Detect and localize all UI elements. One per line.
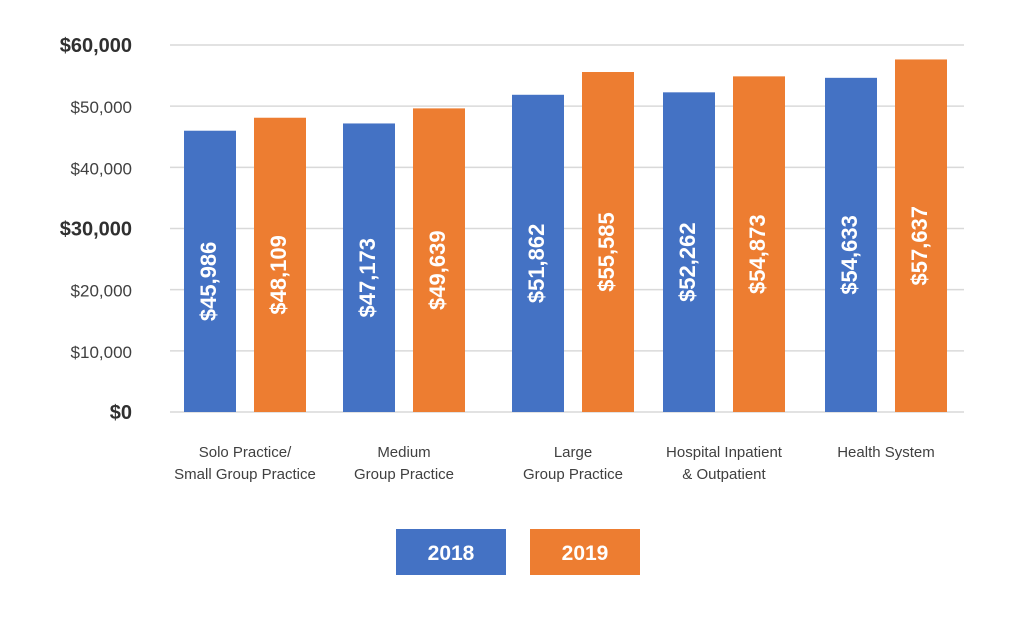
legend-label: 2018 <box>428 542 475 565</box>
bar-2018-0 <box>184 130 236 412</box>
data-label: $57,637 <box>907 206 932 286</box>
bars: $45,986 $47,173 $51,862 $52,262 $54,633 $48,1… <box>184 59 947 413</box>
y-tick-label: $10,000 <box>71 343 132 362</box>
y-tick-label: $60,000 <box>60 35 132 57</box>
data-label: $55,585 <box>594 212 619 292</box>
data-label: $45,986 <box>196 242 221 322</box>
bar-2019-4 <box>895 59 947 413</box>
y-tick-label: $40,000 <box>71 159 132 178</box>
legend-label: 2019 <box>562 542 609 565</box>
legend: 2018 2019 <box>396 529 640 575</box>
bar-2018-2 <box>512 94 564 412</box>
data-label: $48,109 <box>266 235 291 315</box>
bar-2019-3 <box>733 76 785 412</box>
data-label: $49,639 <box>425 230 450 310</box>
y-tick-label: $20,000 <box>71 282 132 301</box>
y-tick-label: $0 <box>110 402 132 424</box>
x-category-label: Small Group Practice <box>174 466 316 483</box>
x-axis-category-labels: Solo Practice/Small Group Practice Medium… <box>174 444 935 483</box>
x-category-label: Large <box>554 444 592 461</box>
x-category-label: Group Practice <box>354 466 454 483</box>
y-axis-tick-labels: $0 $10,000 $20,000 $30,000 $40,000 $50,000 $60… <box>60 35 132 424</box>
bar-2019-1 <box>413 108 465 412</box>
legend-swatch-2018 <box>396 529 506 575</box>
x-category-label: Health System <box>837 444 935 461</box>
data-label: $54,633 <box>837 215 862 295</box>
bar-2019-2 <box>582 72 634 413</box>
bar-2018-3 <box>663 92 715 413</box>
x-category-label: Solo Practice/ <box>199 444 292 461</box>
bar-2018-1 <box>343 123 395 412</box>
y-tick-label: $30,000 <box>60 219 132 241</box>
x-category-label: & Outpatient <box>682 466 766 483</box>
y-tick-label: $50,000 <box>71 98 132 117</box>
bar-2018-4 <box>825 77 877 412</box>
data-label: $47,173 <box>355 238 380 318</box>
x-category-label: Group Practice <box>523 466 623 483</box>
data-label: $51,862 <box>524 224 549 304</box>
data-label: $54,873 <box>745 214 770 294</box>
x-category-label: Hospital Inpatient <box>666 444 783 461</box>
bar-2019-0 <box>254 117 306 413</box>
data-label: $52,262 <box>675 222 700 302</box>
x-category-label: Medium <box>377 444 430 461</box>
legend-swatch-2019 <box>530 529 640 575</box>
